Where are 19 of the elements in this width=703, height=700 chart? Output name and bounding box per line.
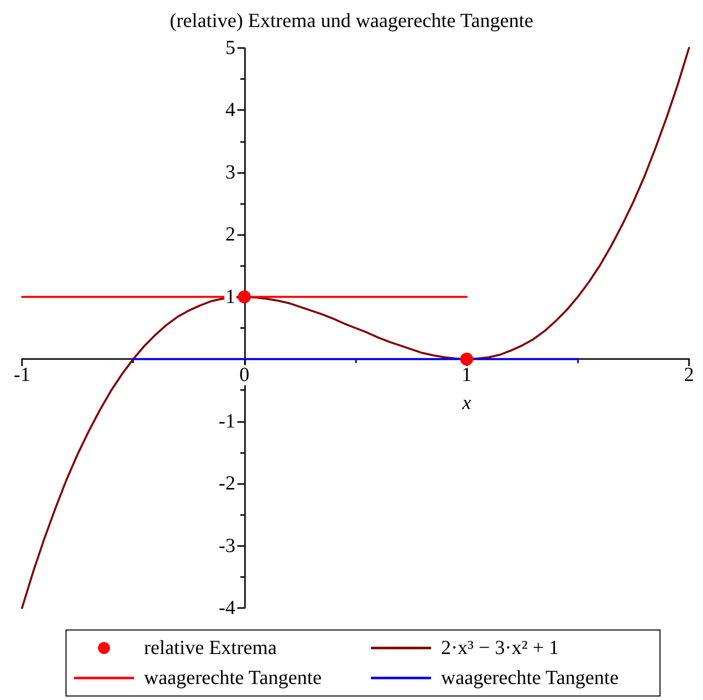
legend-label: relative Extrema <box>144 637 277 659</box>
chart-title: (relative) Extrema und waagerechte Tangente <box>170 10 534 32</box>
y-tick-label: -2 <box>218 472 236 495</box>
y-tick-label: 1 <box>225 286 236 308</box>
legend-label: waagerechte Tangente <box>144 667 322 689</box>
y-tick-label: 4 <box>225 99 236 122</box>
x-tick-label: 1 <box>462 364 472 386</box>
y-tick-label: 5 <box>225 37 236 59</box>
legend-label: waagerechte Tangente <box>441 667 619 689</box>
x-tick-label: -1 <box>14 364 30 386</box>
x-axis-title: x <box>461 392 472 414</box>
y-tick-label: -4 <box>218 597 236 619</box>
y-tick-label: 3 <box>225 161 236 184</box>
legend-label: 2·x³ − 3·x² + 1 <box>441 637 559 659</box>
y-tick-label: 2 <box>225 224 236 246</box>
x-tick-label: 0 <box>239 364 250 386</box>
y-tick-label: -1 <box>218 410 236 432</box>
y-tick-label: -3 <box>218 534 236 557</box>
x-tick-label: 2 <box>684 364 694 386</box>
